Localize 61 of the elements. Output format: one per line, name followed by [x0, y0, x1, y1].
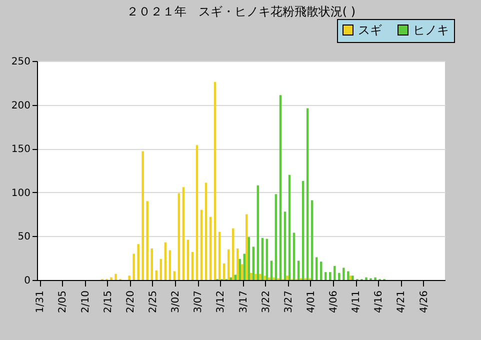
bar [374, 277, 376, 280]
bar [155, 270, 158, 280]
bar [142, 151, 144, 280]
bar [114, 274, 117, 280]
x-tick-label: 4/01 [306, 290, 317, 313]
x-tick-label: 4/16 [374, 290, 385, 313]
bar [132, 254, 135, 280]
bar [137, 244, 140, 280]
x-tick-label: 3/22 [260, 290, 272, 313]
y-tick-label: 100 [11, 188, 30, 199]
x-tick-label: 3/17 [238, 290, 250, 313]
bar [329, 272, 332, 280]
bar [342, 268, 345, 280]
x-tick-label: 2/15 [102, 290, 114, 313]
x-tick-label: 4/06 [328, 290, 340, 313]
x-tick-label: 4/26 [418, 290, 430, 313]
x-tick-label: 4/11 [351, 290, 362, 313]
x-tick-label: 4/21 [396, 290, 408, 313]
bar [365, 277, 368, 280]
bar [268, 277, 270, 280]
bar [238, 258, 241, 280]
bar [150, 248, 153, 280]
x-tick-label: 3/02 [170, 290, 182, 313]
bar [338, 272, 340, 280]
bar [349, 276, 352, 280]
bar [128, 276, 130, 280]
x-tick-label: 3/27 [283, 290, 294, 313]
bar [234, 274, 236, 280]
bar [324, 272, 327, 280]
bar [110, 277, 112, 280]
bar [334, 266, 336, 280]
bar [241, 264, 244, 280]
y-tick-label: 200 [11, 100, 30, 112]
bar [146, 201, 148, 280]
bar [264, 276, 266, 280]
x-tick-label: 3/07 [193, 290, 204, 313]
bar [272, 277, 275, 280]
x-tick-label: 2/05 [58, 290, 69, 313]
x-tick-label: 2/20 [125, 290, 136, 313]
x-tick-label: 2/10 [80, 290, 92, 313]
bar [250, 272, 252, 280]
y-tick-label: 0 [24, 276, 30, 286]
x-tick-label: 1/31 [35, 290, 46, 313]
bar [286, 276, 288, 280]
bar [270, 260, 273, 280]
y-tick-label: 150 [11, 144, 30, 156]
bar [254, 274, 257, 280]
y-tick-label: 250 [11, 56, 30, 68]
bar [230, 277, 232, 280]
bar [297, 260, 300, 280]
bar [246, 214, 248, 280]
chart-title: ２０２１年 スギ・ヒノキ花粉飛散状況( ) [126, 4, 356, 18]
x-tick-label: 3/12 [216, 290, 227, 313]
y-tick-label: 50 [18, 232, 30, 243]
legend-label: スギ [358, 23, 382, 37]
bar [173, 271, 176, 280]
bar [259, 274, 262, 280]
x-tick-label: 2/25 [148, 290, 159, 313]
bar [347, 271, 350, 280]
legend-label: ヒノキ [413, 23, 449, 37]
bar [352, 276, 354, 280]
